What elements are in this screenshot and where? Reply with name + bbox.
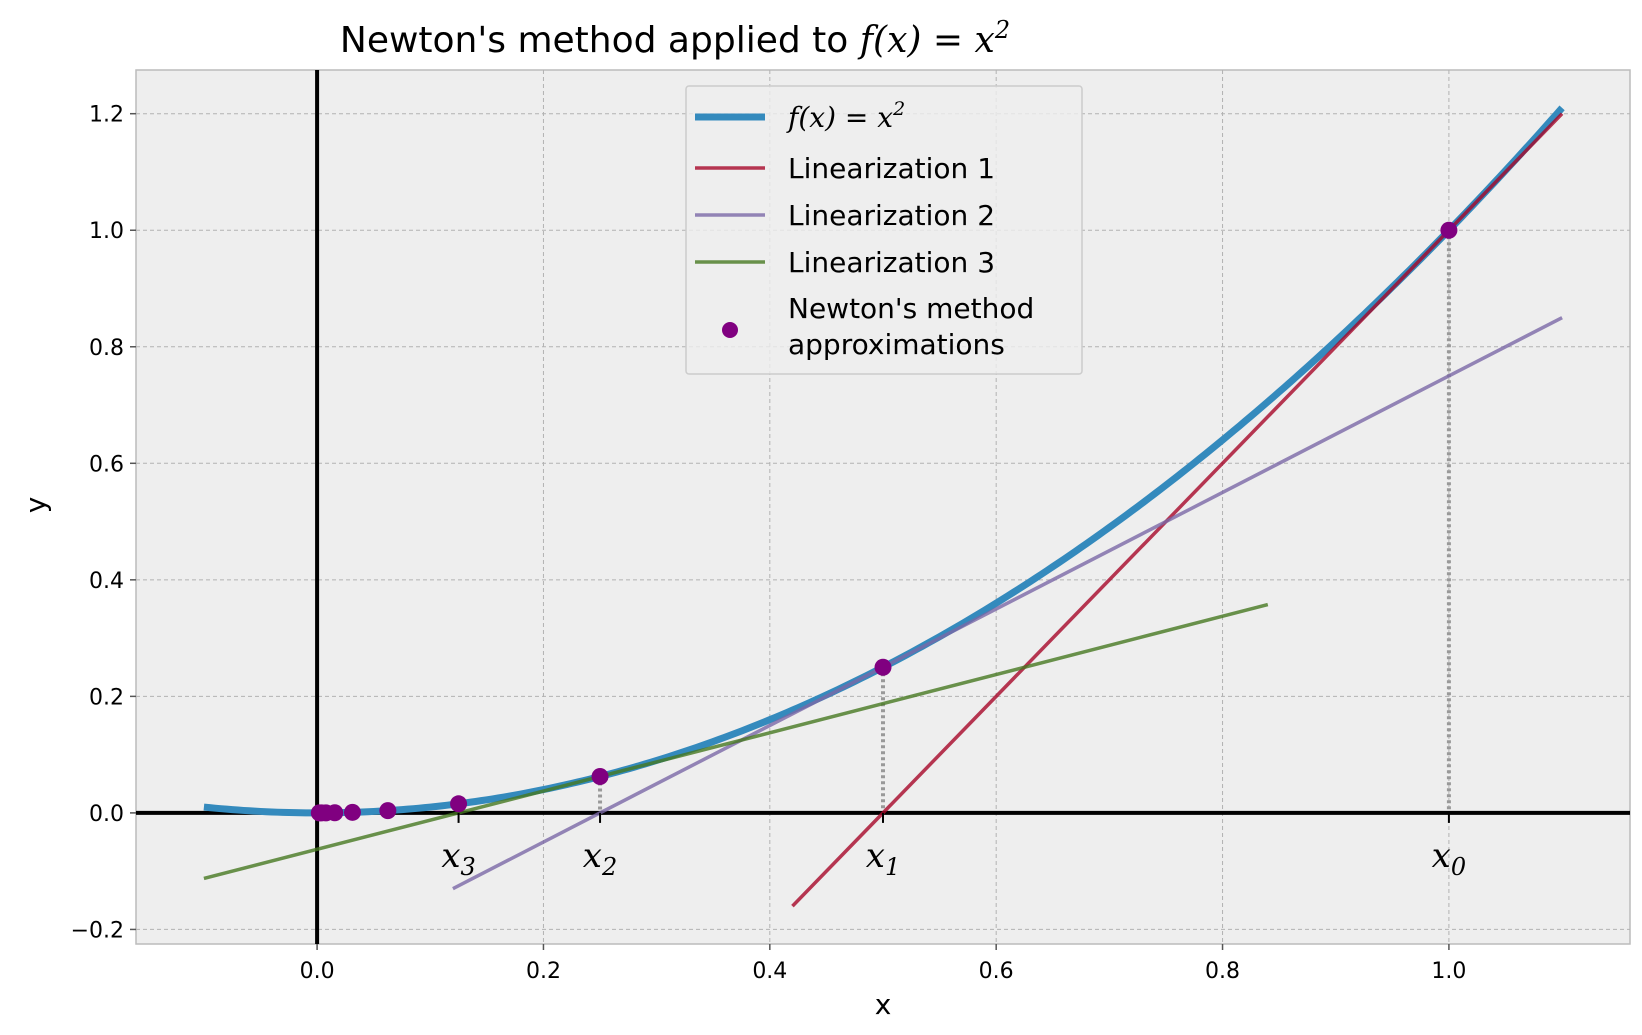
legend-label-points-2: approximations — [788, 328, 1005, 361]
iterate-label-base: x — [866, 836, 885, 876]
x-tick-label: 0.6 — [979, 959, 1014, 984]
newton-point — [450, 795, 468, 813]
linearization-1-line — [791, 112, 1564, 908]
y-tick-label: 0.8 — [89, 336, 124, 361]
chart-title-sup: 2 — [994, 16, 1010, 44]
y-tick-label: 0.6 — [89, 452, 124, 477]
newton-point — [1440, 221, 1458, 239]
series-group — [203, 105, 1565, 908]
legend-label-points-1: Newton's method — [788, 292, 1034, 325]
ticks-group: 0.0 0.2 0.4 0.6 0.8 1.0 −0.2 0.0 0.2 0.4 0.6 0.8 1.0… — [71, 103, 1467, 984]
x-tick-label: 1.0 — [1431, 959, 1466, 984]
legend: f(x) = x2 Linearization 1 Linearization … — [685, 85, 1083, 375]
iterate-label-sub: 0 — [1451, 853, 1466, 881]
x-axis-label: x — [875, 988, 892, 1021]
iterate-label-base: x — [583, 836, 602, 876]
iterate-label: x1 — [866, 836, 900, 881]
newton-point — [343, 803, 361, 821]
chart-title-math: f(x) = x — [857, 20, 995, 61]
newton-point — [310, 804, 328, 822]
x-tick-label: 0.4 — [752, 959, 787, 984]
x-tick-label: 0.0 — [300, 959, 335, 984]
iterate-label-sub: 3 — [461, 853, 476, 881]
y-tick-label: 1.2 — [89, 103, 124, 128]
legend-frame — [685, 85, 1083, 375]
y-axis-label: y — [19, 497, 52, 514]
chart-title-text: Newton's method applied to — [340, 20, 860, 61]
y-tick-label: 0.0 — [89, 802, 124, 827]
linearization-3-line — [203, 602, 1269, 881]
x-tick-label: 0.2 — [526, 959, 561, 984]
legend-label-curve: f(x) = x2 — [786, 98, 905, 134]
y-tick-label: −0.2 — [71, 918, 124, 943]
newton-point — [379, 802, 397, 820]
chart-title: Newton's method applied to f(x) = x2 — [340, 16, 1010, 61]
legend-curve-sup: 2 — [892, 98, 905, 120]
iterate-label: x0 — [1432, 836, 1466, 881]
linearization-2-line — [452, 316, 1563, 891]
legend-label-lin3: Linearization 3 — [788, 246, 995, 279]
iterate-label-base: x — [1432, 836, 1451, 876]
iterate-label-sub: 1 — [885, 853, 900, 881]
legend-label-lin2: Linearization 2 — [788, 199, 995, 232]
legend-label-lin1: Linearization 1 — [788, 152, 995, 185]
y-tick-label: 1.0 — [89, 219, 124, 244]
iterate-label-base: x — [441, 836, 460, 876]
newton-point — [591, 767, 609, 785]
iterate-label: x3 — [441, 836, 475, 881]
x-tick-label: 0.8 — [1205, 959, 1240, 984]
newton-point — [874, 658, 892, 676]
y-tick-label: 0.4 — [89, 569, 124, 594]
legend-curve-math: f(x) = x — [786, 101, 893, 134]
iterate-label-sub: 2 — [601, 853, 617, 881]
legend-swatch-points — [722, 322, 738, 338]
y-tick-label: 0.2 — [89, 685, 124, 710]
iterate-label: x2 — [583, 836, 617, 881]
